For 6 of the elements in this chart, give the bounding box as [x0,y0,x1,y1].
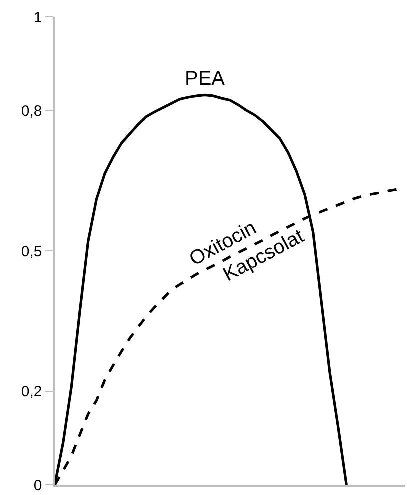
y-tick-label: 1 [34,9,42,26]
y-tick-label: 0,8 [21,102,42,120]
series-label: PEA [185,68,226,90]
y-tick-label: 0,5 [21,243,42,260]
y-tick-label: 0 [34,477,42,494]
y-tick-label: 0,2 [21,384,42,401]
